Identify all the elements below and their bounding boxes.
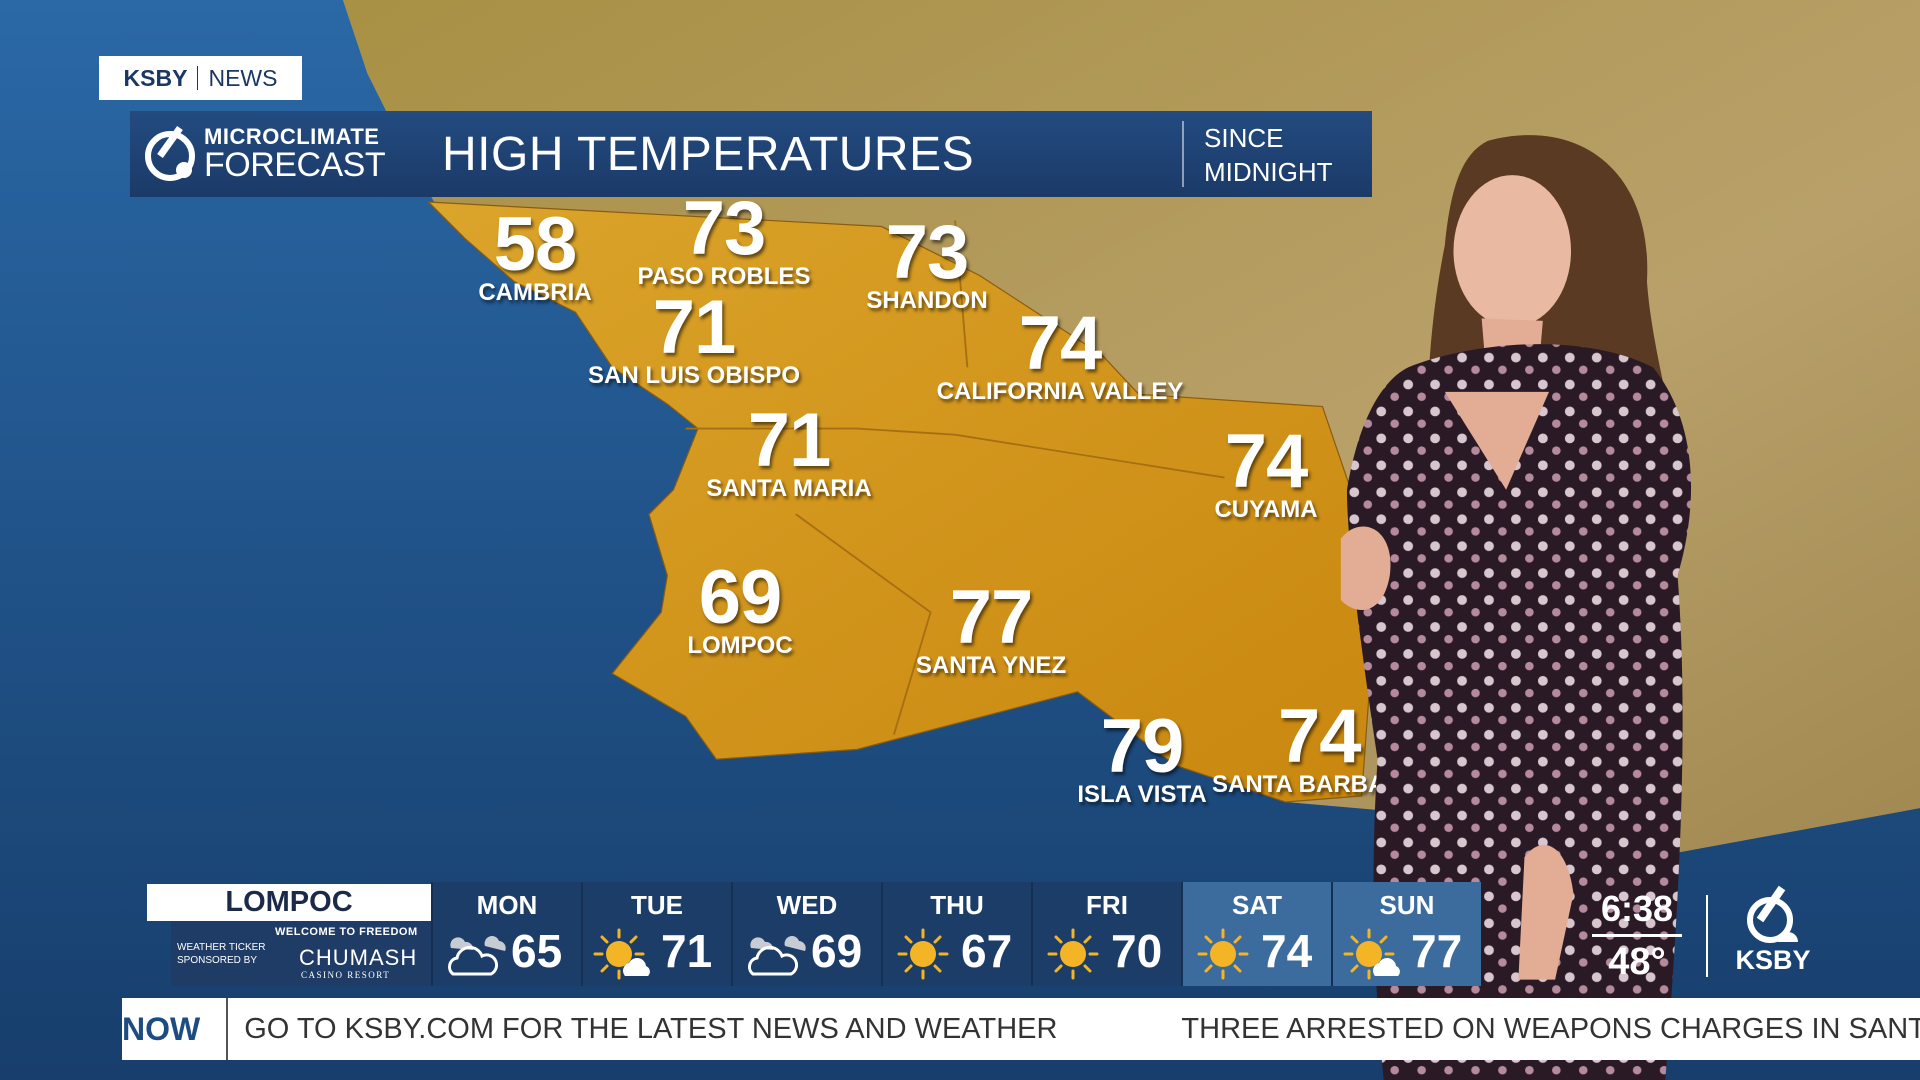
day-temp: 74 [1261, 925, 1313, 977]
city-temp: 71 [747, 398, 832, 483]
city-santa-barbara: 74 SANTA BARBARA [1212, 694, 1420, 798]
city-name: CAMBRIA [478, 279, 592, 306]
sunny-icon [1043, 928, 1109, 980]
logo-line1: MICROCLIMATE [204, 124, 380, 149]
sponsor-tagline: WELCOME TO FREEDOM [275, 926, 418, 938]
city-cambria: 58 CAMBRIA [478, 202, 592, 306]
forecast-day-sun: SUN 77 [1331, 882, 1481, 986]
city-san-luis-obispo: 71 SAN LUIS OBISPO [587, 285, 801, 389]
day-label: SUN [1379, 890, 1435, 920]
city-temp: 77 [949, 575, 1034, 660]
city-name: SANTA BARBARA [1212, 771, 1420, 798]
nbc-6-logo-icon [1747, 885, 1798, 943]
day-temp: 77 [1411, 925, 1463, 977]
city-temp: 58 [493, 202, 578, 287]
city-temp: 71 [652, 285, 737, 370]
day-label: THU [930, 890, 984, 920]
forecast-day-mon: MON 65 [431, 882, 581, 986]
day-temp: 69 [811, 925, 863, 977]
station-logo-text: KSBY [1735, 945, 1811, 975]
forecast-day-wed: WED 69 [731, 882, 881, 986]
city-temp: 74 [1224, 419, 1309, 504]
day-label: FRI [1086, 890, 1128, 920]
cloudy-icon [747, 934, 808, 976]
page-title: HIGH TEMPERATURES [442, 127, 975, 181]
forecast-day-thu: THU 67 [881, 882, 1031, 986]
day-temp: 70 [1111, 925, 1163, 977]
city-paso-robles: 73 PASO ROBLES [637, 186, 811, 290]
city-temp: 69 [698, 555, 783, 640]
header-bar: MICROCLIMATE FORECAST HIGH TEMPERATURES … [130, 111, 1372, 197]
ticker-story[interactable]: GO TO KSBY.COM FOR THE LATEST NEWS AND W… [244, 1012, 1058, 1045]
ticker-label: NOW [122, 998, 229, 1060]
logo-line2: FORECAST [204, 146, 386, 184]
forecast-location: LOMPOC [147, 884, 431, 921]
city-lompoc: 69 LOMPOC [687, 555, 793, 659]
sunny-icon [1193, 928, 1259, 980]
news-ticker: NOW GO TO KSBY.COM FOR THE LATEST NEWS A… [122, 998, 1920, 1060]
divider [197, 66, 199, 90]
brand-tab: KSBY NEWS [99, 56, 302, 100]
partly-sunny-icon [593, 928, 659, 980]
forecast-day-sat: SAT 74 [1181, 882, 1331, 986]
day-label: TUE [631, 890, 683, 920]
day-temp: 67 [961, 925, 1013, 977]
period-line2: MIDNIGHT [1204, 157, 1333, 187]
city-shandon: 73 SHANDON [866, 210, 988, 314]
day-temp: 65 [511, 925, 563, 977]
forecast-location-panel: LOMPOC WEATHER TICKER SPONSORED BY WELCO… [147, 882, 431, 986]
city-name: SAN LUIS OBISPO [587, 362, 801, 389]
station-logo: KSBY [1732, 884, 1814, 976]
brand-station: KSBY [123, 64, 188, 91]
sponsor-panel: WEATHER TICKER SPONSORED BY WELCOME TO F… [171, 921, 431, 986]
current-time: 6:38 [1592, 888, 1682, 937]
partly-sunny-icon [1343, 928, 1409, 980]
day-label: SAT [1231, 890, 1283, 920]
city-temp: 74 [1278, 694, 1362, 779]
forecast-strip: LOMPOC WEATHER TICKER SPONSORED BY WELCO… [147, 882, 1481, 986]
period-line1: SINCE [1204, 123, 1284, 153]
current-temperature: 48° [1608, 941, 1666, 983]
sponsor-label: WEATHER TICKER SPONSORED BY [177, 942, 266, 966]
city-temp: 74 [1018, 301, 1103, 386]
city-temp: 79 [1100, 704, 1185, 789]
divider [1706, 895, 1708, 977]
brand-section: NEWS [208, 64, 278, 91]
sunny-icon [893, 928, 959, 980]
microclimate-logo: MICROCLIMATE FORECAST [140, 124, 420, 184]
city-name: LOMPOC [687, 632, 793, 659]
period-label: SINCE MIDNIGHT [1182, 121, 1333, 187]
county-region [427, 201, 1373, 803]
city-temp: 73 [885, 210, 970, 295]
city-isla-vista: 79 ISLA VISTA [1077, 704, 1207, 808]
forecast-day-fri: FRI 70 [1031, 882, 1181, 986]
city-name: CALIFORNIA VALLEY [936, 378, 1184, 405]
city-name: CUYAMA [1214, 496, 1318, 523]
day-label: MON [476, 890, 538, 920]
ticker-story[interactable]: THREE ARRESTED ON WEAPONS CHARGES IN SAN… [1181, 1012, 1920, 1045]
clock-panel: 6:38 48° [1592, 888, 1682, 984]
city-name: PASO ROBLES [637, 263, 811, 290]
forecast-day-tue: TUE 71 [581, 882, 731, 986]
city-temp: 73 [682, 186, 767, 271]
city-santa-maria: 71 SANTA MARIA [706, 398, 872, 502]
city-cuyama: 74 CUYAMA [1214, 419, 1318, 523]
city-california-valley: 74 CALIFORNIA VALLEY [936, 301, 1184, 405]
day-label: WED [776, 890, 838, 920]
city-name: SANTA YNEZ [915, 652, 1067, 679]
nbc-6-logo-icon [145, 125, 195, 181]
city-name: SHANDON [866, 287, 988, 314]
sponsor-name: CHUMASH [299, 945, 418, 970]
city-santa-ynez: 77 SANTA YNEZ [915, 575, 1067, 679]
city-name: ISLA VISTA [1077, 781, 1207, 808]
day-temp: 71 [661, 925, 713, 977]
city-name: SANTA MARIA [706, 475, 872, 502]
sponsor-sub: CASINO RESORT [301, 970, 391, 980]
cloudy-icon [447, 934, 508, 976]
